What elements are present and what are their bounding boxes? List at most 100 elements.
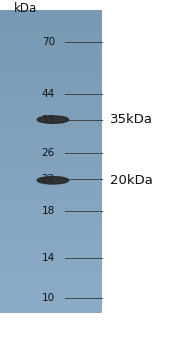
Bar (0, 287, 102, 289)
Bar (0, 11, 102, 13)
Bar (0, 40, 102, 42)
Bar (0, 180, 102, 181)
Bar (0, 187, 102, 189)
Bar (0, 34, 102, 36)
Bar (0, 18, 102, 19)
Bar (0, 168, 102, 170)
Bar (0, 190, 102, 192)
Bar (0, 103, 102, 104)
Bar (0, 101, 102, 102)
Bar (0, 153, 102, 154)
Bar (0, 136, 102, 137)
Bar (0, 177, 102, 179)
Bar (0, 80, 102, 82)
Bar (0, 233, 102, 235)
Bar (0, 266, 102, 268)
Bar (0, 115, 102, 116)
Bar (0, 156, 102, 157)
Bar (0, 16, 102, 18)
Bar (0, 151, 102, 153)
Bar (0, 295, 102, 297)
Bar (0, 301, 102, 303)
Bar (0, 82, 102, 83)
Text: 70: 70 (42, 37, 55, 47)
Bar (0, 264, 102, 265)
Bar (0, 286, 102, 287)
Bar (0, 48, 102, 50)
Bar (0, 272, 102, 274)
Bar (0, 59, 102, 60)
Bar (0, 201, 102, 203)
Bar (0, 28, 102, 30)
Bar (0, 63, 102, 65)
Bar (0, 106, 102, 107)
Bar (0, 227, 102, 228)
Bar (0, 292, 102, 294)
Bar (0, 169, 102, 171)
Bar (0, 278, 102, 280)
Bar (0, 209, 102, 210)
Bar (0, 244, 102, 245)
Bar (0, 257, 102, 259)
Bar (0, 232, 102, 233)
Bar (0, 148, 102, 150)
Bar (0, 304, 102, 306)
Bar (0, 77, 102, 79)
Bar (0, 185, 102, 186)
Bar (0, 204, 102, 206)
Bar (0, 147, 102, 148)
Bar (0, 219, 102, 221)
Bar (0, 60, 102, 62)
Bar (0, 51, 102, 53)
Bar (0, 130, 102, 131)
Bar (0, 125, 102, 127)
Bar (0, 283, 102, 284)
Bar (0, 203, 102, 204)
Bar (0, 122, 102, 124)
Bar (0, 271, 102, 272)
Bar (0, 189, 102, 190)
Bar (0, 68, 102, 69)
Bar (0, 71, 102, 72)
Bar (0, 166, 102, 168)
Bar (0, 245, 102, 247)
Bar (0, 186, 102, 187)
Bar (0, 183, 102, 185)
Bar (0, 134, 102, 136)
Bar (0, 200, 102, 201)
Bar (0, 75, 102, 77)
Bar (0, 165, 102, 166)
Ellipse shape (37, 177, 69, 184)
Bar (0, 210, 102, 212)
Bar (0, 192, 102, 193)
Text: 14: 14 (42, 253, 55, 263)
Bar (0, 218, 102, 219)
Bar (0, 248, 102, 250)
Bar (0, 256, 102, 257)
Bar (0, 216, 102, 218)
Bar (0, 163, 102, 165)
Bar (0, 21, 102, 22)
Bar (0, 104, 102, 106)
Bar (0, 175, 102, 177)
Bar (0, 107, 102, 109)
Bar (0, 31, 102, 33)
Bar (0, 253, 102, 254)
Bar (0, 98, 102, 100)
Bar (0, 224, 102, 225)
Bar (0, 215, 102, 216)
Bar (0, 162, 102, 163)
Bar (0, 33, 102, 34)
Bar (0, 30, 102, 31)
Bar (0, 121, 102, 122)
Bar (0, 268, 102, 270)
Text: kDa: kDa (14, 2, 37, 15)
Bar (0, 265, 102, 266)
Bar (0, 310, 102, 312)
Bar (0, 25, 102, 27)
Bar (0, 54, 102, 56)
Bar (0, 306, 102, 307)
Bar (0, 290, 102, 292)
Bar (0, 159, 102, 160)
Bar (0, 131, 102, 133)
